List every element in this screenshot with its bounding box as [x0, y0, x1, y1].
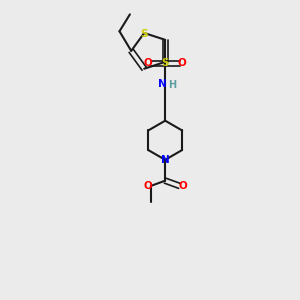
- Text: O: O: [178, 58, 187, 68]
- Text: O: O: [143, 181, 152, 191]
- Text: O: O: [178, 181, 187, 191]
- Text: N: N: [158, 79, 167, 89]
- Text: N: N: [161, 155, 170, 165]
- Text: S: S: [140, 29, 147, 39]
- Text: S: S: [161, 58, 169, 68]
- Text: H: H: [168, 80, 176, 90]
- Text: O: O: [144, 58, 153, 68]
